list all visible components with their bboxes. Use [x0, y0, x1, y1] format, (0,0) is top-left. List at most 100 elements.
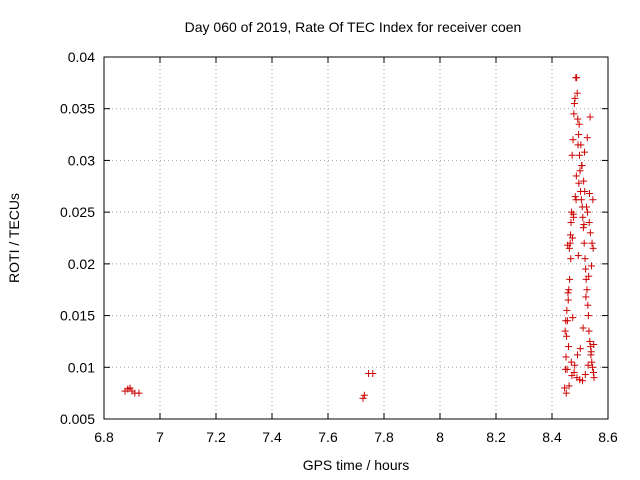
x-tick-label: 7.8 — [374, 429, 394, 445]
data-point — [359, 394, 367, 402]
data-point — [584, 361, 592, 369]
data-point — [583, 134, 591, 142]
x-axis-ticks: 6.8 7 7.2 7.4 7.6 7.8 8 8.2 8.4 8.6 — [94, 57, 618, 445]
data-point — [569, 210, 577, 218]
data-point — [587, 262, 595, 270]
y-axis-label: ROTI / TECUs — [6, 193, 22, 283]
data-point — [579, 213, 587, 221]
data-point — [568, 151, 576, 159]
x-tick-label: 8.6 — [598, 429, 618, 445]
y-tick-label: 0.015 — [60, 308, 95, 324]
y-tick-label: 0.025 — [60, 204, 95, 220]
x-tick-label: 8.2 — [486, 429, 506, 445]
data-point — [588, 239, 596, 247]
y-tick-label: 0.005 — [60, 411, 95, 427]
data-point — [562, 389, 570, 397]
data-point — [585, 327, 593, 335]
data-point — [562, 353, 570, 361]
data-point — [582, 203, 590, 211]
x-tick-label: 7.2 — [206, 429, 226, 445]
y-tick-label: 0.01 — [68, 359, 95, 375]
data-point — [565, 382, 573, 390]
data-point — [574, 252, 582, 260]
data-point — [590, 341, 598, 349]
x-tick-label: 7.6 — [318, 429, 338, 445]
data-point — [585, 218, 593, 226]
data-point — [572, 172, 580, 180]
data-point — [575, 120, 583, 128]
data-point — [572, 196, 580, 204]
data-point — [586, 229, 594, 237]
data-point — [567, 218, 575, 226]
data-point — [580, 148, 588, 156]
x-axis-label: GPS time / hours — [303, 457, 410, 473]
data-point — [577, 141, 585, 149]
data-point — [575, 179, 583, 187]
data-point — [589, 196, 597, 204]
data-point — [562, 317, 570, 325]
data-point — [584, 312, 592, 320]
x-tick-label: 6.8 — [94, 429, 114, 445]
data-point — [566, 275, 574, 283]
data-point — [563, 365, 571, 373]
x-tick-label: 8.4 — [542, 429, 562, 445]
data-point — [581, 371, 589, 379]
data-point — [589, 244, 597, 252]
x-tick-label: 7 — [156, 429, 164, 445]
y-tick-label: 0.04 — [68, 49, 95, 65]
data-point — [563, 306, 571, 314]
data-point — [567, 358, 575, 366]
data-point — [584, 301, 592, 309]
data-point — [567, 255, 575, 263]
plot-frame — [103, 56, 609, 420]
data-point — [569, 314, 577, 322]
data-point — [575, 151, 583, 159]
data-point — [566, 231, 574, 239]
data-point — [588, 358, 596, 366]
data-point — [360, 391, 368, 399]
data-point — [579, 324, 587, 332]
data-point — [571, 361, 579, 369]
data-point — [571, 193, 579, 201]
data-point — [580, 239, 588, 247]
data-point — [563, 332, 571, 340]
data-point — [570, 110, 578, 118]
data-point — [580, 221, 588, 229]
chart-title: Day 060 of 2019, Rate Of TEC Index for r… — [185, 19, 522, 35]
data-point — [135, 389, 143, 397]
data-point — [589, 363, 597, 371]
data-point — [561, 327, 569, 335]
data-point — [564, 289, 572, 297]
data-point — [561, 384, 569, 392]
data-point — [582, 265, 590, 273]
data-point — [573, 351, 581, 359]
data-point — [581, 187, 589, 195]
data-point — [564, 296, 572, 304]
x-tick-label: 8 — [436, 429, 444, 445]
data-point — [571, 94, 579, 102]
data-point — [590, 374, 598, 382]
data-point — [580, 177, 588, 185]
data-point — [573, 89, 581, 97]
grid-layer — [104, 57, 608, 419]
data-point — [565, 244, 573, 252]
data-point — [565, 286, 573, 294]
data-point — [589, 368, 597, 376]
x-tick-label: 7.4 — [262, 429, 282, 445]
data-point — [586, 337, 594, 345]
data-point — [570, 100, 578, 108]
data-point — [579, 224, 587, 232]
data-point — [574, 115, 582, 123]
data-point — [584, 208, 592, 216]
data-point — [581, 255, 589, 263]
data-point — [568, 372, 576, 380]
data-point — [569, 136, 577, 144]
data-point — [583, 286, 591, 294]
data-point — [586, 113, 594, 121]
y-axis-ticks: 0.005 0.01 0.015 0.02 0.025 0.03 0.035 0.04 — [60, 49, 608, 427]
data-point — [576, 345, 584, 353]
data-points — [121, 74, 598, 402]
y-tick-label: 0.035 — [60, 101, 95, 117]
y-tick-label: 0.03 — [68, 152, 95, 168]
